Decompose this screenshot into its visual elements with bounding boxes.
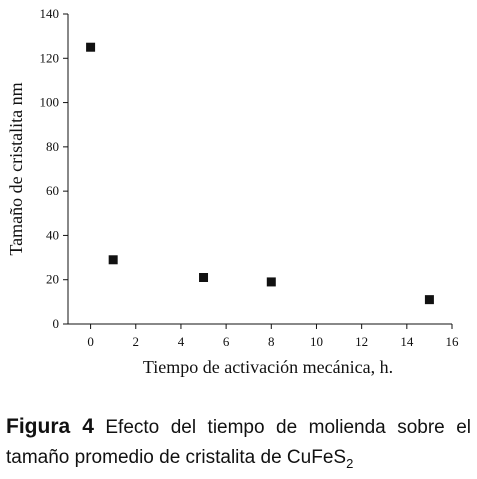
- y-tick-label: 40: [46, 227, 59, 242]
- point: [86, 42, 96, 52]
- y-tick-label: 100: [40, 95, 60, 110]
- point: [199, 273, 209, 282]
- x-tick-label: 0: [87, 334, 94, 349]
- y-tick-label: 120: [40, 50, 60, 65]
- y-tick-label: 80: [46, 139, 59, 154]
- x-tick-label: 14: [400, 334, 414, 349]
- y-axis-label: Tamaño de cristalita nm: [6, 82, 26, 255]
- y-tick-label: 140: [40, 6, 60, 21]
- chart: Tiempo de activación mecánica, h. Tamaño…: [6, 6, 460, 377]
- x-tick-label: 8: [268, 334, 275, 349]
- x-tick-label: 10: [310, 334, 323, 349]
- y-tick-label: 60: [46, 183, 59, 198]
- x-tick-label: 12: [355, 334, 368, 349]
- caption-label: Figura 4: [6, 415, 94, 438]
- y-tick-label: 20: [46, 272, 59, 287]
- caption: Figura 4 Efecto del tiempo de molienda s…: [6, 412, 471, 479]
- point: [266, 277, 276, 287]
- y-tick-label: 0: [53, 316, 60, 331]
- x-tick-label: 2: [133, 334, 140, 349]
- caption-text: Efecto del tiempo de molienda sobre el t…: [6, 417, 472, 468]
- x-tick-label: 4: [178, 334, 185, 349]
- x-tick-label: 16: [446, 334, 460, 349]
- point: [424, 295, 434, 305]
- point: [108, 255, 118, 265]
- x-tick-label: 6: [223, 334, 230, 349]
- x-axis-label: Tiempo de activación mecánica, h.: [143, 357, 393, 377]
- caption-subscript: 2: [346, 455, 354, 471]
